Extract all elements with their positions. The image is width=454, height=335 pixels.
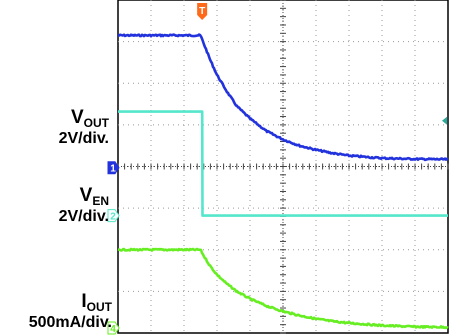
trigger-marker: T xyxy=(197,3,208,20)
trigger-marker-shape xyxy=(197,3,208,20)
channel-marker-4: 4 xyxy=(107,321,120,335)
channel-marker-number: 4 xyxy=(110,324,116,335)
iout-label-main: I xyxy=(81,291,87,312)
ven-scale: 2V/div. xyxy=(58,208,109,225)
markers: 1 2 4 T xyxy=(107,3,447,335)
trace-ven xyxy=(118,110,448,217)
vout-label-main: V xyxy=(70,107,84,128)
channel-marker-shape xyxy=(107,209,120,223)
trace-vout xyxy=(117,33,449,162)
trigger-marker-letter: T xyxy=(199,6,205,17)
channel-marker-shape xyxy=(107,161,120,175)
ven-label-main: V xyxy=(79,185,93,206)
graticule xyxy=(117,0,449,334)
channel-marker-shape xyxy=(107,321,120,335)
ven-label: VEN 2V/div. xyxy=(59,186,109,225)
ven-label-sub: EN xyxy=(92,194,109,208)
traces xyxy=(117,33,449,330)
iout-scale: 500mA/div. xyxy=(28,314,112,331)
vout-scale: 2V/div. xyxy=(58,130,109,147)
iout-label-sub: OUT xyxy=(86,300,112,314)
trigger-level-marker xyxy=(442,116,447,125)
channel-marker-1: 1 xyxy=(107,161,120,175)
vout-label-sub: OUT xyxy=(83,116,109,130)
channel-marker-2: 2 xyxy=(107,209,120,223)
trace-iout xyxy=(117,247,449,330)
iout-label: IOUT 500mA/div. xyxy=(29,292,112,331)
channel-marker-number: 2 xyxy=(110,212,116,223)
channel-marker-number: 1 xyxy=(110,164,116,175)
vout-label: VOUT 2V/div. xyxy=(59,108,109,147)
